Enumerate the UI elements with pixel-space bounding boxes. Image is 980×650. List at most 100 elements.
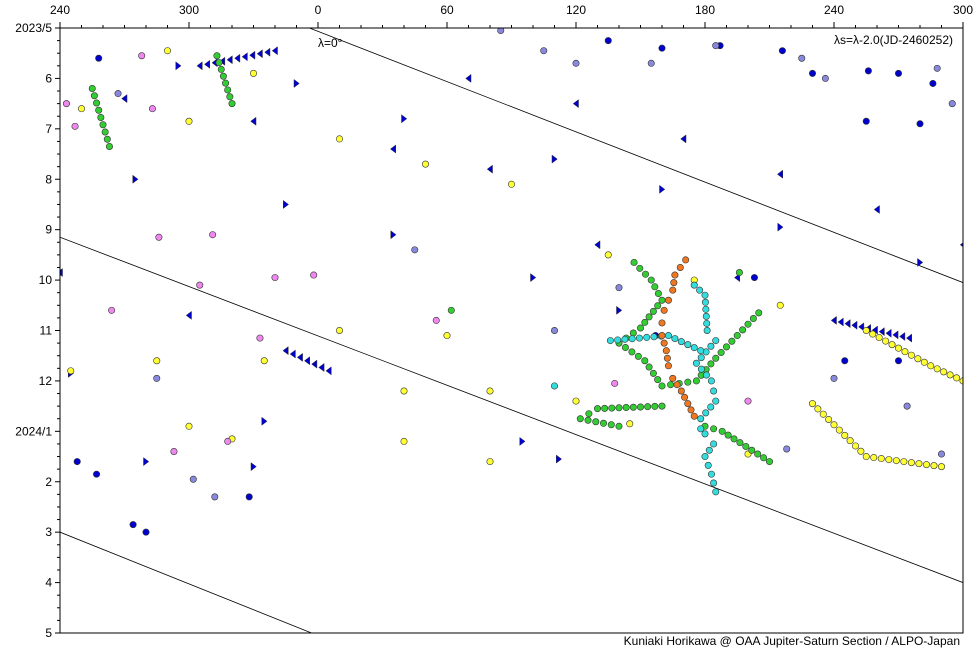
reference-lines [60, 28, 963, 633]
data-point [654, 290, 662, 298]
data-point [701, 291, 709, 299]
data-point [432, 316, 440, 324]
data-point [765, 458, 773, 466]
data-point [226, 93, 234, 101]
data-point [645, 313, 653, 321]
data-point [777, 222, 784, 232]
data-point [250, 116, 257, 126]
data-point [654, 302, 662, 310]
data-point [681, 393, 689, 401]
data-point [658, 44, 666, 52]
data-point [551, 154, 558, 164]
data-point [755, 309, 763, 317]
data-point [663, 354, 671, 362]
data-point [443, 332, 451, 340]
data-point [948, 100, 956, 108]
y-tick-label: 5 [45, 626, 52, 640]
data-point [819, 410, 827, 418]
credit-text: Kuniaki Horikawa @ OAA Jupiter-Saturn Se… [624, 634, 960, 648]
data-point [899, 331, 906, 341]
data-point [702, 305, 710, 313]
data-point [293, 78, 300, 88]
data-point [937, 463, 945, 471]
data-point [260, 357, 268, 365]
system-longitude-label: λs=λ-2.0(JD-2460252) [834, 33, 953, 47]
data-point [851, 442, 859, 450]
data-point [712, 354, 720, 362]
data-point [530, 273, 537, 283]
data-point [894, 357, 902, 365]
data-point [705, 446, 713, 454]
data-point [710, 479, 718, 487]
data-point [744, 320, 752, 328]
data-point [830, 374, 838, 382]
data-point [95, 54, 103, 62]
data-point [249, 50, 256, 60]
data-point [219, 72, 227, 80]
data-point [927, 362, 935, 370]
data-point [658, 319, 666, 327]
data-point [862, 453, 870, 461]
data-point [841, 431, 849, 439]
data-point [671, 335, 679, 343]
data-point [712, 337, 720, 345]
data-point [224, 437, 232, 445]
y-tick-label: 3 [45, 525, 52, 539]
data-point [296, 352, 303, 362]
x-tick-label: 120 [566, 3, 586, 17]
data-point [730, 435, 738, 443]
y-tick-label: 4 [45, 576, 52, 590]
data-point [671, 271, 679, 279]
data-point [486, 458, 494, 466]
data-point [798, 54, 806, 62]
data-point [930, 462, 938, 470]
data-point [677, 387, 685, 395]
data-point [108, 306, 116, 314]
data-point [99, 121, 107, 129]
data-point [256, 49, 263, 59]
data-point [669, 286, 677, 294]
data-point [937, 450, 945, 458]
data-point [615, 404, 623, 412]
data-point [906, 333, 912, 343]
data-point [703, 326, 711, 334]
data-point [644, 403, 652, 411]
y-tick-label: 10 [39, 273, 53, 287]
data-point [718, 427, 726, 435]
data-point [93, 470, 101, 478]
data-point [888, 341, 896, 349]
data-point [211, 493, 219, 501]
data-point [241, 52, 248, 62]
data-point [649, 369, 657, 377]
x-tick-label: 0 [315, 3, 322, 17]
x-tick-label: 60 [440, 3, 454, 17]
data-point [697, 415, 705, 423]
data-point [690, 412, 698, 420]
data-point [690, 344, 698, 352]
data-point [670, 279, 678, 287]
data-point [808, 400, 816, 408]
data-point [204, 59, 211, 69]
data-point [680, 134, 687, 144]
reference-line-1 [60, 236, 963, 583]
y-axis: 2023/5 6 7 8 9 10 11 12 2024/1 2 3 4 5 [15, 21, 60, 640]
data-point [67, 367, 75, 375]
data-point [155, 233, 163, 241]
data-point [604, 251, 612, 259]
data-point [830, 315, 837, 325]
data-point [650, 333, 658, 341]
data-point [519, 436, 526, 446]
data-point [894, 344, 902, 352]
data-point [929, 79, 937, 87]
data-point [869, 330, 877, 338]
data-point [256, 334, 264, 342]
data-point [217, 65, 225, 73]
data-point [153, 374, 161, 382]
data-point [497, 28, 505, 35]
data-point [933, 365, 941, 373]
data-point [851, 320, 858, 330]
data-point [654, 376, 662, 384]
data-point [814, 405, 822, 413]
data-point [914, 355, 922, 363]
data-point [702, 312, 710, 320]
